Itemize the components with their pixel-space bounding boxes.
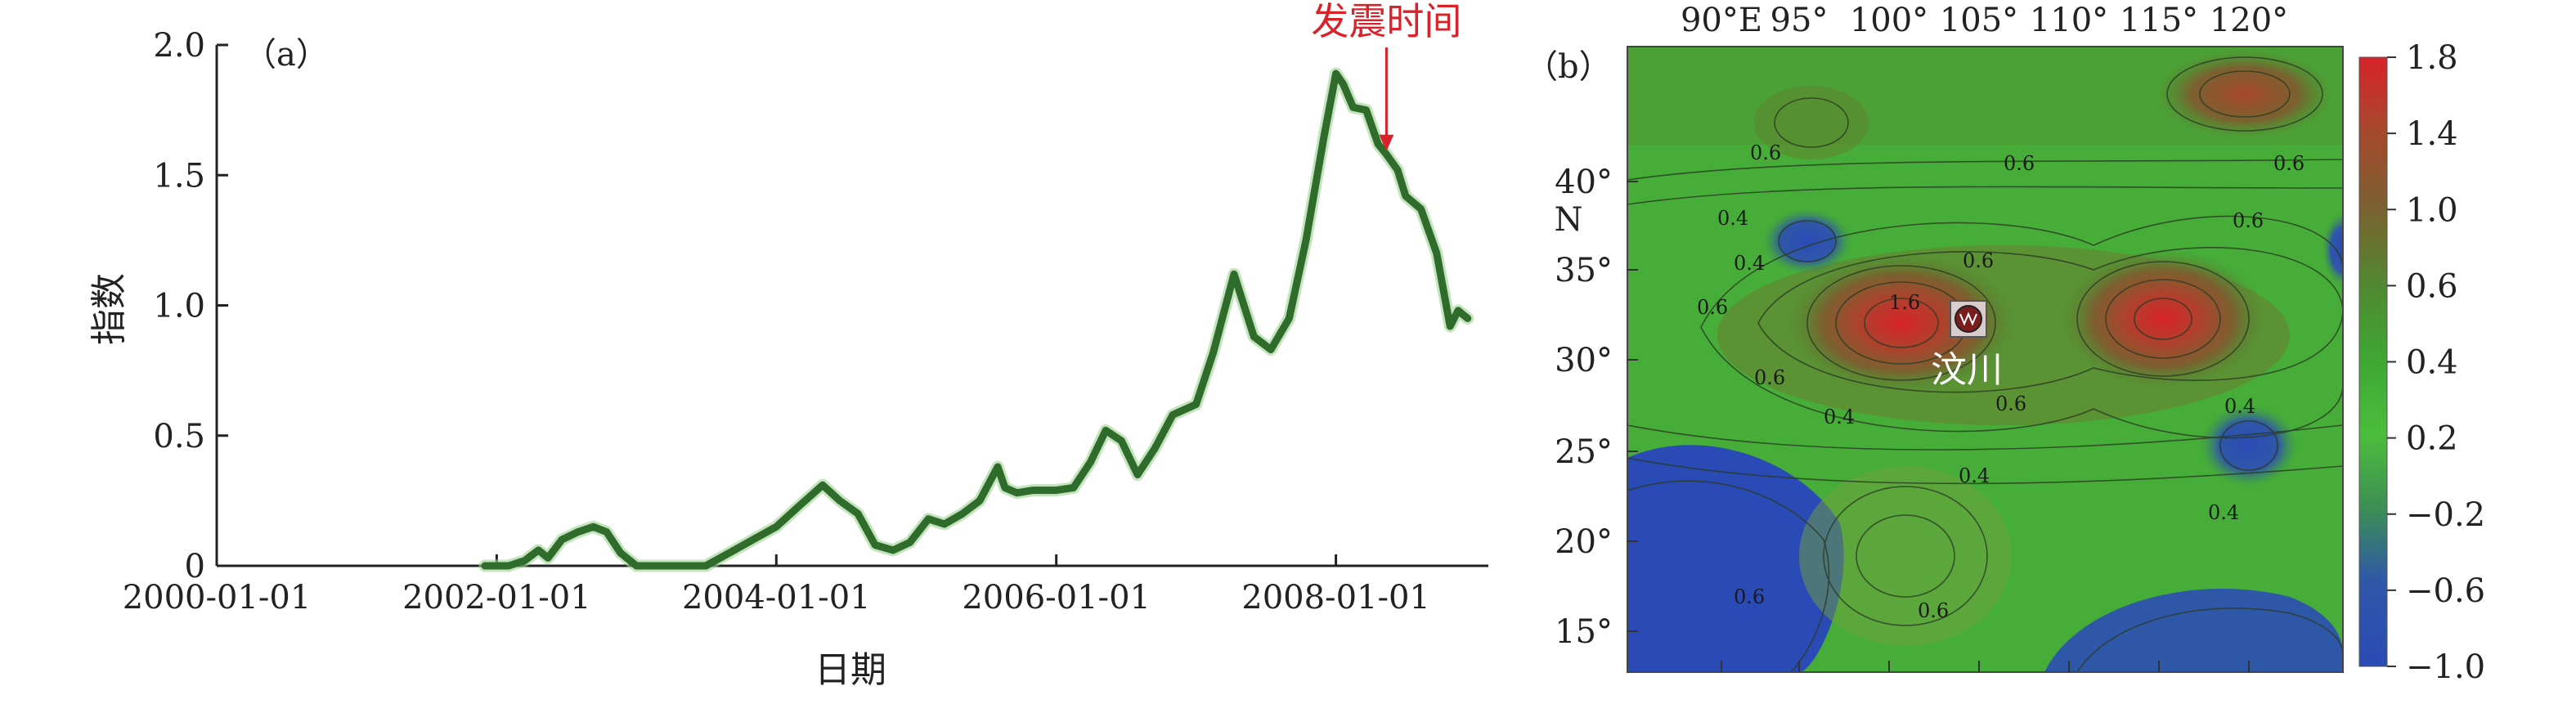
cold-zone-sw [1627, 445, 1844, 672]
colorbar-tick-label: −0.6 [2406, 572, 2485, 610]
latitude-tick-label: 20° [1555, 523, 1613, 561]
y-tick-label: 2.0 [153, 27, 205, 65]
epicenter-label: 汶川 [1931, 350, 2003, 390]
contour-field: 0.6 0.6 0.6 0.4 0.6 0.4 0.6 1.6 0.6 0.6 0.4 0.6 0.4 0… [1627, 47, 2343, 672]
contour-value-label: 0.6 [1734, 585, 1765, 608]
colorbar-tick-label: 0.6 [2406, 267, 2458, 305]
contour-value-label: 0.4 [2208, 501, 2239, 524]
longitude-tick-label: 105° [1940, 2, 2018, 39]
latitude-tick-label: 35° [1555, 252, 1613, 289]
latitude-tick-label: 15° [1555, 613, 1613, 651]
contour-value-label: 0.6 [2004, 152, 2035, 175]
y-tick-label: 1.5 [153, 157, 205, 195]
contour-value-label: 0.6 [2273, 152, 2304, 175]
contour-value-label: 0.4 [2224, 395, 2255, 418]
contour-value-label: 0.6 [1754, 366, 1785, 389]
epicenter-marker [1950, 300, 1987, 338]
colorbar-tick-label: 1.4 [2406, 115, 2458, 153]
contour-map-panel: （b） [1525, 2, 2485, 686]
colorbar-tick-label: 0.4 [2406, 344, 2458, 382]
contour-value-label: 0.6 [1697, 296, 1728, 319]
contour-value-label: 0.6 [2233, 209, 2264, 232]
longitude-tick-label: 120° [2210, 2, 2288, 39]
green-zone-s [1799, 466, 2012, 646]
latitude-tick-label: 40° [1555, 164, 1613, 201]
annotation-arrow-head [1379, 134, 1394, 151]
colorbar-tick-label: 1.8 [2406, 39, 2458, 77]
x-tick-label: 2004-01-01 [682, 579, 871, 617]
contour-value-label: 0.6 [1918, 599, 1949, 622]
contour-lines [1627, 56, 2343, 672]
contour-value-label: 1.6 [1889, 291, 1920, 314]
contour-value-label: 0.4 [1824, 406, 1855, 428]
panel-b-label: （b） [1525, 48, 1612, 86]
line-chart-panel: （a） 0 0.5 1.0 1.5 2.0 2000-01-01 2002-01-01 20… [88, 0, 1488, 691]
panel-a-label: （a） [244, 36, 329, 74]
contour-value-label: 0.4 [1734, 252, 1765, 275]
x-tick-label: 2002-01-01 [402, 579, 591, 617]
contour-value-label: 0.6 [1995, 392, 2026, 415]
x-tick-label: 2008-01-01 [1241, 579, 1430, 617]
latitude-axis-letter: N [1555, 201, 1583, 239]
contour-value-label: 0.4 [1959, 464, 1990, 487]
longitude-tick-label: 110° [2030, 2, 2108, 39]
x-axis-label: 日期 [815, 649, 886, 691]
colorbar-tick-label: −0.2 [2406, 496, 2485, 534]
x-tick-label: 2006-01-01 [962, 579, 1151, 617]
contour-value-label: 0.4 [1717, 207, 1748, 230]
warm-zone-ne [2155, 49, 2335, 139]
latitude-tick-label: 30° [1555, 342, 1613, 379]
longitude-tick-label: 115° [2120, 2, 2198, 39]
colorbar-tick-label: 1.0 [2406, 191, 2458, 229]
x-tick-label: 2000-01-01 [123, 579, 312, 617]
y-tick-label: 1.0 [153, 288, 205, 325]
colorbar-tick-label: −1.0 [2406, 648, 2485, 686]
longitude-tick-label: 100° [1850, 2, 1928, 39]
y-axis-label: 指数 [88, 273, 130, 345]
earthquake-annotation: 发震时间 [1311, 0, 1461, 151]
cold-zone-w [1762, 209, 1852, 274]
longitude-tick-label: 95° [1770, 2, 1829, 39]
colorbar-tick-label: 0.2 [2406, 420, 2458, 458]
longitude-tick-label: 90°E [1681, 2, 1762, 39]
cold-zone-edge-e [2322, 213, 2343, 286]
latitude-tick-label: 25° [1555, 433, 1613, 471]
cold-zone-e [2200, 405, 2298, 487]
y-tick-label: 0 [185, 548, 205, 585]
contour-value-label: 0.6 [1963, 249, 1994, 272]
hot-zone-wenchuan [1787, 253, 2016, 392]
y-tick-label: 0.5 [153, 418, 205, 455]
hot-zone-east [2061, 249, 2265, 388]
colorbar [2358, 56, 2388, 667]
earthquake-time-label: 发震时间 [1311, 0, 1461, 43]
contour-value-label: 0.6 [1750, 141, 1781, 164]
index-series-line [481, 70, 1472, 570]
warm-zone-n [1754, 86, 1869, 159]
